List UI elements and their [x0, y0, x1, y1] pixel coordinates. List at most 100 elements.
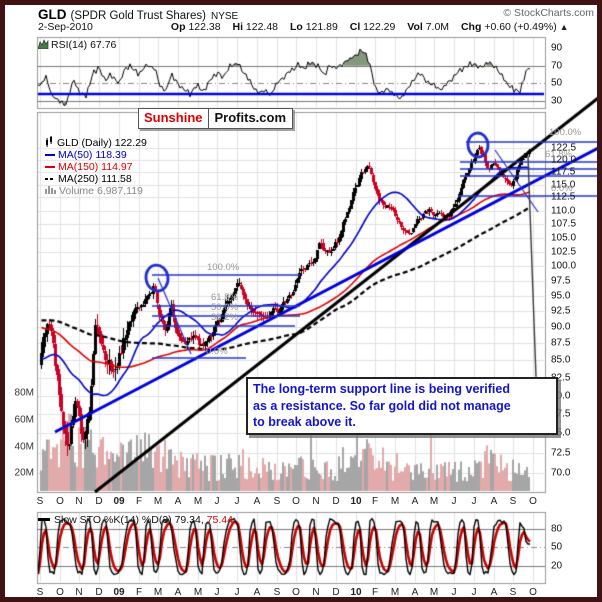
- month-label: 10: [350, 496, 362, 507]
- month-label: A: [411, 587, 419, 598]
- month-label: J: [234, 496, 240, 507]
- month-label: D: [95, 496, 103, 507]
- price-tick: 122.5: [551, 142, 577, 154]
- sto-legend: Slow STO %K(14) %D(3) 79.34, 75.44: [38, 514, 233, 526]
- legend-ma150: MA(150) 114.97: [58, 161, 133, 173]
- month-label: A: [174, 496, 182, 507]
- chart-header: GLD (SPDR Gold Trust Shares) NYSE © StockC…: [38, 6, 594, 22]
- month-label: S: [36, 587, 44, 598]
- month-label: J: [214, 587, 220, 598]
- month-label: O: [56, 496, 64, 507]
- month-label: F: [371, 587, 379, 598]
- month-label: O: [292, 496, 300, 507]
- ticker-name: (SPDR Gold Trust Shares): [70, 10, 206, 22]
- month-label: M: [429, 496, 439, 507]
- price-tick: 105.0: [551, 232, 577, 244]
- fib-retracement-label: 100.0%: [549, 127, 582, 138]
- exchange-label: NYSE: [210, 11, 239, 22]
- quote-row: 2-Sep-2010 Op 122.38 Hi 122.48 Lo 121.89…: [38, 21, 594, 34]
- price-tick: 87.5: [551, 337, 571, 349]
- watermark-brand-black: Profits.com: [214, 110, 287, 125]
- price-tick: 70.0: [551, 467, 571, 479]
- month-label: 09: [113, 587, 125, 598]
- volume-tick: 80M: [14, 387, 34, 399]
- month-label: M: [153, 587, 163, 598]
- month-label: N: [75, 496, 83, 507]
- sto-tick: 20: [551, 560, 563, 572]
- month-label: A: [253, 587, 261, 598]
- watermark-brand-red: Sunshine: [139, 109, 209, 128]
- month-label: O: [529, 496, 537, 507]
- rsi-tick: 50: [551, 77, 563, 89]
- month-label: 10: [350, 587, 362, 598]
- month-label: M: [193, 496, 203, 507]
- month-label: M: [153, 496, 163, 507]
- close-label: Cl: [349, 21, 361, 33]
- month-label: O: [292, 587, 300, 598]
- price-tick: 85.0: [551, 354, 571, 366]
- fib-retracement-label: 100.0%: [207, 262, 240, 273]
- month-label: F: [135, 587, 143, 598]
- volume-label: Vol: [407, 21, 423, 33]
- price-tick: 120.0: [551, 154, 577, 166]
- month-label: J: [471, 496, 477, 507]
- month-label: M: [390, 587, 400, 598]
- month-label: M: [390, 496, 400, 507]
- month-label: J: [214, 496, 220, 507]
- sto-line-icon: [38, 518, 50, 521]
- quote-date: 2-Sep-2010: [38, 21, 93, 33]
- price-tick: 72.5: [551, 447, 571, 459]
- month-label: D: [332, 496, 340, 507]
- rsi-tick: 30: [551, 95, 563, 107]
- annotation-box: The long-term support line is being veri…: [246, 377, 558, 435]
- sto-label: Slow STO %K(14) %D(3) 79.34,: [54, 514, 204, 526]
- candlestick-icon: [45, 136, 54, 150]
- high-value: 122.48: [245, 21, 279, 33]
- month-label: N: [312, 587, 320, 598]
- copyright-label: © StockCharts.com: [503, 7, 594, 19]
- legend-ma50: MA(50) 118.39: [58, 149, 127, 161]
- legend-ma250: MA(250) 111.58: [58, 173, 132, 185]
- price-tick: 112.5: [551, 191, 576, 203]
- sto-tick: 50: [551, 541, 563, 553]
- month-label: S: [509, 587, 517, 598]
- price-tick: 75.0: [551, 427, 571, 439]
- month-label: F: [371, 496, 379, 507]
- month-label: A: [490, 587, 498, 598]
- month-label: J: [471, 587, 477, 598]
- volume-tick: 60M: [14, 414, 34, 426]
- month-label: D: [95, 587, 103, 598]
- month-label: S: [273, 496, 281, 507]
- sto-d-value: 75.44: [206, 514, 233, 526]
- price-tick: 90.0: [551, 321, 571, 333]
- month-label: A: [253, 496, 261, 507]
- month-label: 09: [113, 496, 125, 507]
- price-tick: 77.5: [551, 408, 571, 420]
- volume-tick: 20M: [14, 467, 34, 479]
- fib-retracement-label: 38.2%: [211, 312, 238, 323]
- price-tick: 115.0: [551, 179, 576, 191]
- annotation-line-2: as a resistance. So far gold did not man…: [253, 398, 511, 413]
- month-label: J: [451, 587, 457, 598]
- open-label: Op: [170, 21, 186, 33]
- sto-tick: 80: [551, 523, 563, 535]
- month-label: F: [135, 496, 143, 507]
- volume-tick: 40M: [14, 441, 34, 453]
- rsi-tick: 70: [551, 60, 563, 72]
- month-label: S: [36, 496, 44, 507]
- month-label: N: [312, 496, 320, 507]
- up-triangle-icon: ▲: [559, 22, 569, 32]
- rsi-tick: 90: [551, 42, 563, 54]
- price-tick: 92.5: [551, 305, 571, 317]
- month-label: A: [411, 496, 419, 507]
- area-chart-icon: [37, 39, 49, 50]
- fib-retracement-label: 0.0%: [551, 183, 573, 194]
- price-tick: 107.5: [551, 218, 577, 230]
- month-label: S: [273, 587, 281, 598]
- price-tick: 110.0: [551, 205, 576, 217]
- low-value: 121.89: [305, 21, 338, 33]
- month-label: D: [332, 587, 340, 598]
- ma250-dashed-line-icon: [45, 178, 55, 180]
- high-label: Hi: [232, 21, 243, 33]
